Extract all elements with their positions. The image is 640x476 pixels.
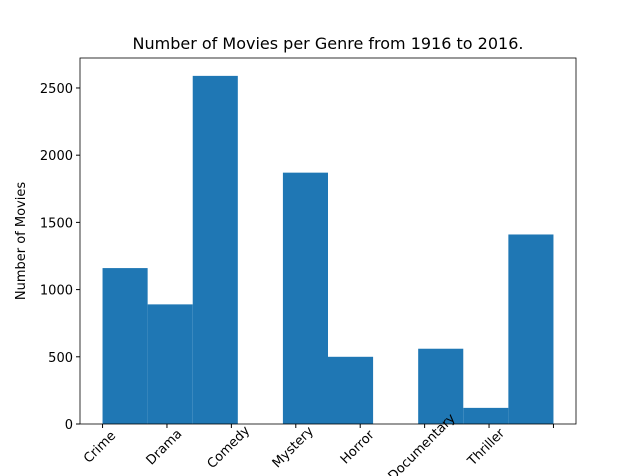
y-axis-label: Number of Movies <box>14 182 29 300</box>
y-tick-label: 1500 <box>40 216 73 231</box>
x-tick-label: Horror <box>338 427 378 467</box>
x-tick-label: Thriller <box>464 426 508 470</box>
x-tick-label: Comedy <box>205 423 254 472</box>
x-tick-label: Mystery <box>270 424 317 471</box>
x-tick-label: Crime <box>81 429 119 467</box>
bar <box>508 234 554 424</box>
plot-frame <box>79 57 577 425</box>
y-tick-label: 0 <box>65 418 73 433</box>
y-tick-label: 500 <box>48 351 73 366</box>
bar <box>463 407 509 424</box>
bar <box>192 75 238 424</box>
x-tick-label: Drama <box>144 427 186 469</box>
y-tick-label: 2000 <box>40 149 73 164</box>
y-tick-label: 1000 <box>40 284 73 299</box>
y-tick-label: 2500 <box>40 82 73 97</box>
bar <box>102 268 148 424</box>
bar <box>282 172 328 424</box>
bar <box>418 348 464 424</box>
bar <box>328 356 374 424</box>
chart-title: Number of Movies per Genre from 1916 to … <box>133 34 524 53</box>
bar <box>147 304 193 424</box>
